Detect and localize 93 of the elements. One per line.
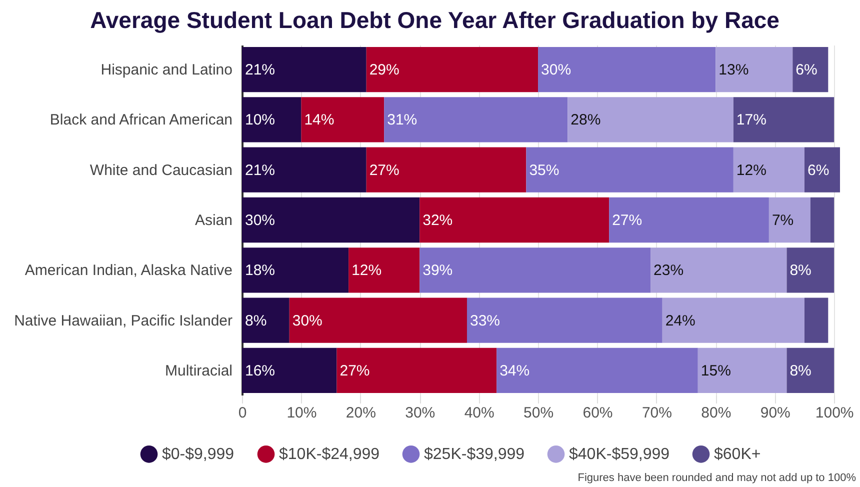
data-label: 14%	[304, 112, 334, 129]
data-label: 27%	[340, 362, 370, 380]
data-label: 27%	[369, 162, 400, 179]
y-tick-label: Asian	[194, 212, 232, 229]
data-label: 35%	[529, 162, 560, 179]
x-tick-label: 10%	[286, 404, 317, 422]
data-label: 15%	[700, 362, 731, 380]
data-label: 6%	[807, 162, 830, 179]
x-tick-label: 0	[238, 404, 247, 422]
data-label: 12%	[736, 162, 766, 179]
data-label: 33%	[470, 312, 500, 330]
bar	[526, 147, 734, 192]
text: Figures have been rounded and may not add up to 100%	[578, 472, 856, 484]
x-tick-label: 40%	[464, 404, 494, 422]
data-label: 39%	[422, 262, 453, 280]
data-label: 7%	[772, 212, 794, 229]
data-label: 30%	[245, 212, 276, 229]
legend-label: $0-$9,999	[162, 446, 234, 464]
bar	[366, 147, 526, 192]
bar	[662, 298, 804, 343]
x-tick-label: 30%	[405, 404, 436, 422]
bar	[804, 147, 840, 192]
bar	[301, 97, 384, 142]
y-tick-label: Hispanic and Latino	[100, 62, 232, 79]
bar	[792, 47, 828, 92]
bar	[242, 248, 349, 293]
data-label: 21%	[245, 162, 276, 179]
bar	[366, 47, 538, 92]
bar	[786, 348, 834, 393]
y-tick-label: Black and African American	[50, 112, 232, 129]
bar	[804, 298, 828, 343]
x-tick-label: 60%	[582, 404, 613, 422]
x-tick-label: 90%	[760, 404, 790, 422]
data-label: 16%	[245, 362, 276, 380]
bar	[348, 248, 420, 293]
y-tick-label: American Indian, Alaska Native	[24, 262, 232, 280]
bar	[698, 348, 787, 393]
y-tick-label: Multiracial	[164, 362, 232, 380]
data-label: 30%	[292, 312, 322, 330]
data-label: 23%	[654, 262, 684, 280]
bar	[768, 197, 810, 243]
data-label: 30%	[541, 62, 572, 79]
bar	[242, 147, 366, 192]
data-label: 27%	[612, 212, 642, 229]
bar	[242, 47, 366, 92]
bar	[496, 348, 698, 393]
data-label: 31%	[387, 112, 418, 129]
data-label: 6%	[796, 62, 818, 79]
data-label: 10%	[245, 112, 276, 129]
bar	[420, 197, 610, 243]
x-tick-label: 20%	[346, 404, 376, 422]
data-label: 29%	[369, 62, 400, 79]
legend-label: $60K+	[714, 446, 761, 464]
bar	[650, 248, 787, 293]
bar	[289, 298, 467, 343]
data-label: 34%	[500, 362, 530, 380]
x-tick-label: 80%	[701, 404, 732, 422]
bar	[466, 298, 662, 343]
bar	[609, 197, 769, 243]
data-label: 8%	[245, 312, 267, 330]
bar	[242, 298, 290, 343]
legend-label: $25K-$39,999	[424, 446, 525, 464]
bar	[786, 248, 834, 293]
chart-title: Average Student Loan Debt One Year After Graduation by Race	[90, 7, 780, 33]
bar	[242, 197, 420, 243]
y-tick-label: Native Hawaiian, Pacific Islander	[14, 312, 232, 330]
bar	[242, 97, 302, 142]
bar	[716, 47, 793, 92]
data-label: 32%	[422, 212, 453, 229]
data-label: 28%	[570, 112, 601, 129]
bar	[538, 47, 716, 92]
data-label: 18%	[245, 262, 276, 280]
bar	[336, 348, 497, 393]
x-tick-label: 50%	[524, 404, 554, 422]
y-tick-label: White and Caucasian	[90, 162, 232, 179]
legend-label: $40K-$59,999	[569, 446, 670, 464]
bar	[384, 97, 568, 142]
bar	[420, 248, 651, 293]
legend-label: $10K-$24,999	[279, 446, 380, 464]
data-label: 13%	[718, 62, 749, 79]
bar	[733, 97, 834, 142]
data-label: 8%	[790, 362, 812, 380]
bar	[568, 97, 734, 142]
data-label: 8%	[790, 262, 812, 280]
x-tick-label: 70%	[642, 404, 672, 422]
bar	[242, 348, 337, 393]
data-label: 12%	[352, 262, 382, 280]
data-label: 21%	[245, 62, 276, 79]
data-label: 17%	[736, 112, 766, 129]
data-label: 24%	[665, 312, 696, 330]
bar	[810, 197, 834, 243]
x-tick-label: 100%	[815, 404, 854, 422]
bar	[733, 147, 804, 192]
